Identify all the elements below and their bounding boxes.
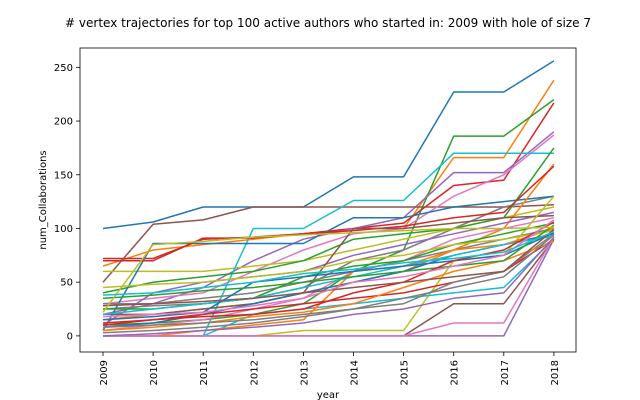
x-tick-label: 2014 [350, 360, 361, 385]
series-line [103, 227, 555, 337]
series-layer [102, 60, 555, 337]
x-axis-label: year [317, 390, 340, 400]
series-line [102, 60, 555, 230]
series-line [102, 216, 555, 332]
x-tick-label: 2010 [149, 360, 160, 385]
series-line [102, 147, 555, 294]
plot-frame [79, 47, 577, 353]
axes-layer: 2009 2010 2011 2012 2013 2014 2015 2016 2017 2018… [54, 63, 561, 386]
x-tick-label: 2018 [550, 360, 561, 385]
series-line [102, 240, 555, 332]
x-tick-label: 2013 [299, 360, 310, 385]
y-tick-label: 100 [54, 224, 73, 235]
x-tick-label: 2015 [400, 360, 411, 385]
series-line [103, 227, 555, 305]
series-line [102, 233, 555, 334]
series-line [102, 204, 554, 283]
x-tick-label: 2009 [99, 360, 110, 385]
x-tick-label: 2012 [249, 360, 260, 385]
series-line [102, 231, 555, 296]
x-tick-label: 2011 [199, 360, 210, 385]
y-tick-label: 50 [60, 278, 73, 289]
chart-title: # vertex trajectories for top 100 active… [65, 16, 591, 30]
series-line [102, 235, 555, 316]
series-line [102, 219, 555, 318]
series-line [103, 165, 555, 262]
series-line [102, 134, 555, 305]
x-tick-label: 2017 [500, 360, 511, 385]
series-line [102, 236, 555, 337]
y-tick-label: 250 [54, 63, 73, 74]
y-tick-label: 200 [54, 117, 73, 128]
y-tick-label: 150 [54, 170, 73, 181]
series-line [102, 226, 554, 313]
series-line [102, 232, 555, 321]
series-line [102, 229, 555, 289]
series-line [103, 214, 554, 316]
series-line [103, 236, 555, 337]
series-line [102, 224, 555, 300]
y-axis-label: num_Collaborations [38, 150, 49, 249]
series-line [102, 234, 555, 329]
y-tick-label: 0 [67, 331, 73, 342]
x-tick-label: 2016 [450, 360, 461, 385]
